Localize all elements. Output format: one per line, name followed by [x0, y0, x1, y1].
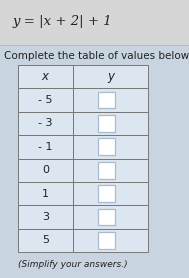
Text: y = |x + 2| + 1: y = |x + 2| + 1 [12, 16, 112, 29]
Bar [98, 208, 115, 225]
Text: Complete the table of values below.: Complete the table of values below. [4, 51, 189, 61]
Bar [18, 229, 73, 252]
Bar [73, 158, 148, 182]
Bar [0, 0, 189, 45]
Bar [73, 182, 148, 205]
Bar [98, 162, 115, 178]
Bar [73, 65, 148, 88]
Text: x: x [42, 70, 49, 83]
Bar [73, 135, 148, 158]
Bar [98, 232, 115, 249]
Text: 0: 0 [42, 165, 49, 175]
Bar [73, 112, 148, 135]
Bar [98, 185, 115, 202]
Bar [18, 88, 73, 112]
Text: (Simplify your answers.): (Simplify your answers.) [18, 260, 128, 269]
Bar [18, 112, 73, 135]
Bar [73, 88, 148, 112]
Bar [18, 65, 73, 88]
Text: 5: 5 [42, 235, 49, 245]
Bar [73, 205, 148, 229]
Bar [18, 158, 73, 182]
Bar [73, 229, 148, 252]
Text: 1: 1 [42, 188, 49, 198]
Text: - 5: - 5 [38, 95, 53, 105]
Bar [98, 92, 115, 108]
Text: - 1: - 1 [38, 142, 53, 152]
Bar [18, 205, 73, 229]
Text: y: y [107, 70, 114, 83]
Text: - 3: - 3 [38, 118, 53, 128]
Bar [98, 115, 115, 132]
Bar [18, 135, 73, 158]
Bar [18, 182, 73, 205]
Bar [98, 138, 115, 155]
Text: 3: 3 [42, 212, 49, 222]
